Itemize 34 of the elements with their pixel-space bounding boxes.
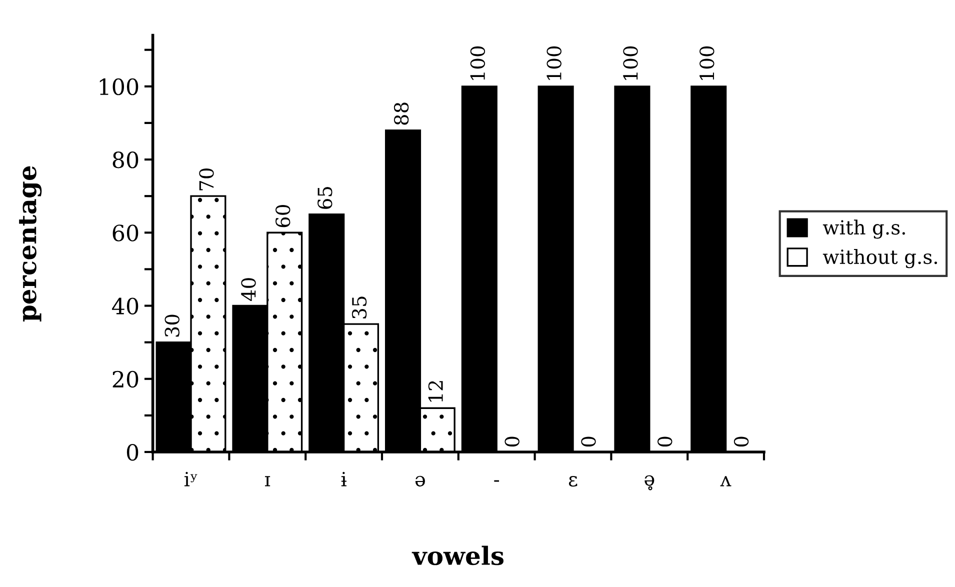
y-tick-label: 0	[126, 444, 138, 461]
data-label: 100	[470, 46, 486, 80]
legend-label: with g.s.	[822, 220, 905, 239]
x-tick-label: ə	[415, 476, 425, 486]
y-tick-label: 40	[112, 298, 138, 315]
data-label: 70	[199, 168, 214, 190]
data-label: 30	[164, 314, 180, 337]
x-tick-label: ʌ	[720, 476, 732, 486]
y-tick-label: 80	[112, 151, 138, 168]
x-tick-label: ɛ	[568, 476, 578, 487]
y-axis-title: percentage	[19, 166, 42, 322]
data-label: 40	[241, 278, 256, 301]
data-label: 100	[700, 46, 714, 80]
data-label: 0	[734, 436, 749, 447]
legend-label: without g.s.	[822, 249, 937, 268]
data-label: 0	[581, 436, 596, 447]
x-tick-label: ɨ	[341, 472, 346, 486]
x-tick-label: -	[494, 480, 500, 482]
x-tick-label: iʸ	[184, 472, 198, 486]
x-axis-title: vowels	[412, 546, 504, 566]
y-tick-label: 20	[112, 370, 138, 388]
data-label: 0	[504, 436, 520, 447]
data-label: 100	[546, 46, 562, 80]
data-label: 88	[394, 102, 409, 125]
x-tick-label: ɪ	[264, 476, 270, 486]
data-label: 12	[428, 381, 443, 402]
data-label: 35	[352, 296, 367, 318]
data-label: 60	[276, 205, 290, 228]
y-tick-label: 100	[100, 78, 138, 96]
data-label: 0	[658, 436, 672, 447]
data-label: 100	[623, 46, 638, 80]
y-tick-label: 60	[112, 224, 138, 242]
data-label: 65	[318, 186, 332, 209]
x-tick-label: ə̥	[644, 475, 654, 490]
